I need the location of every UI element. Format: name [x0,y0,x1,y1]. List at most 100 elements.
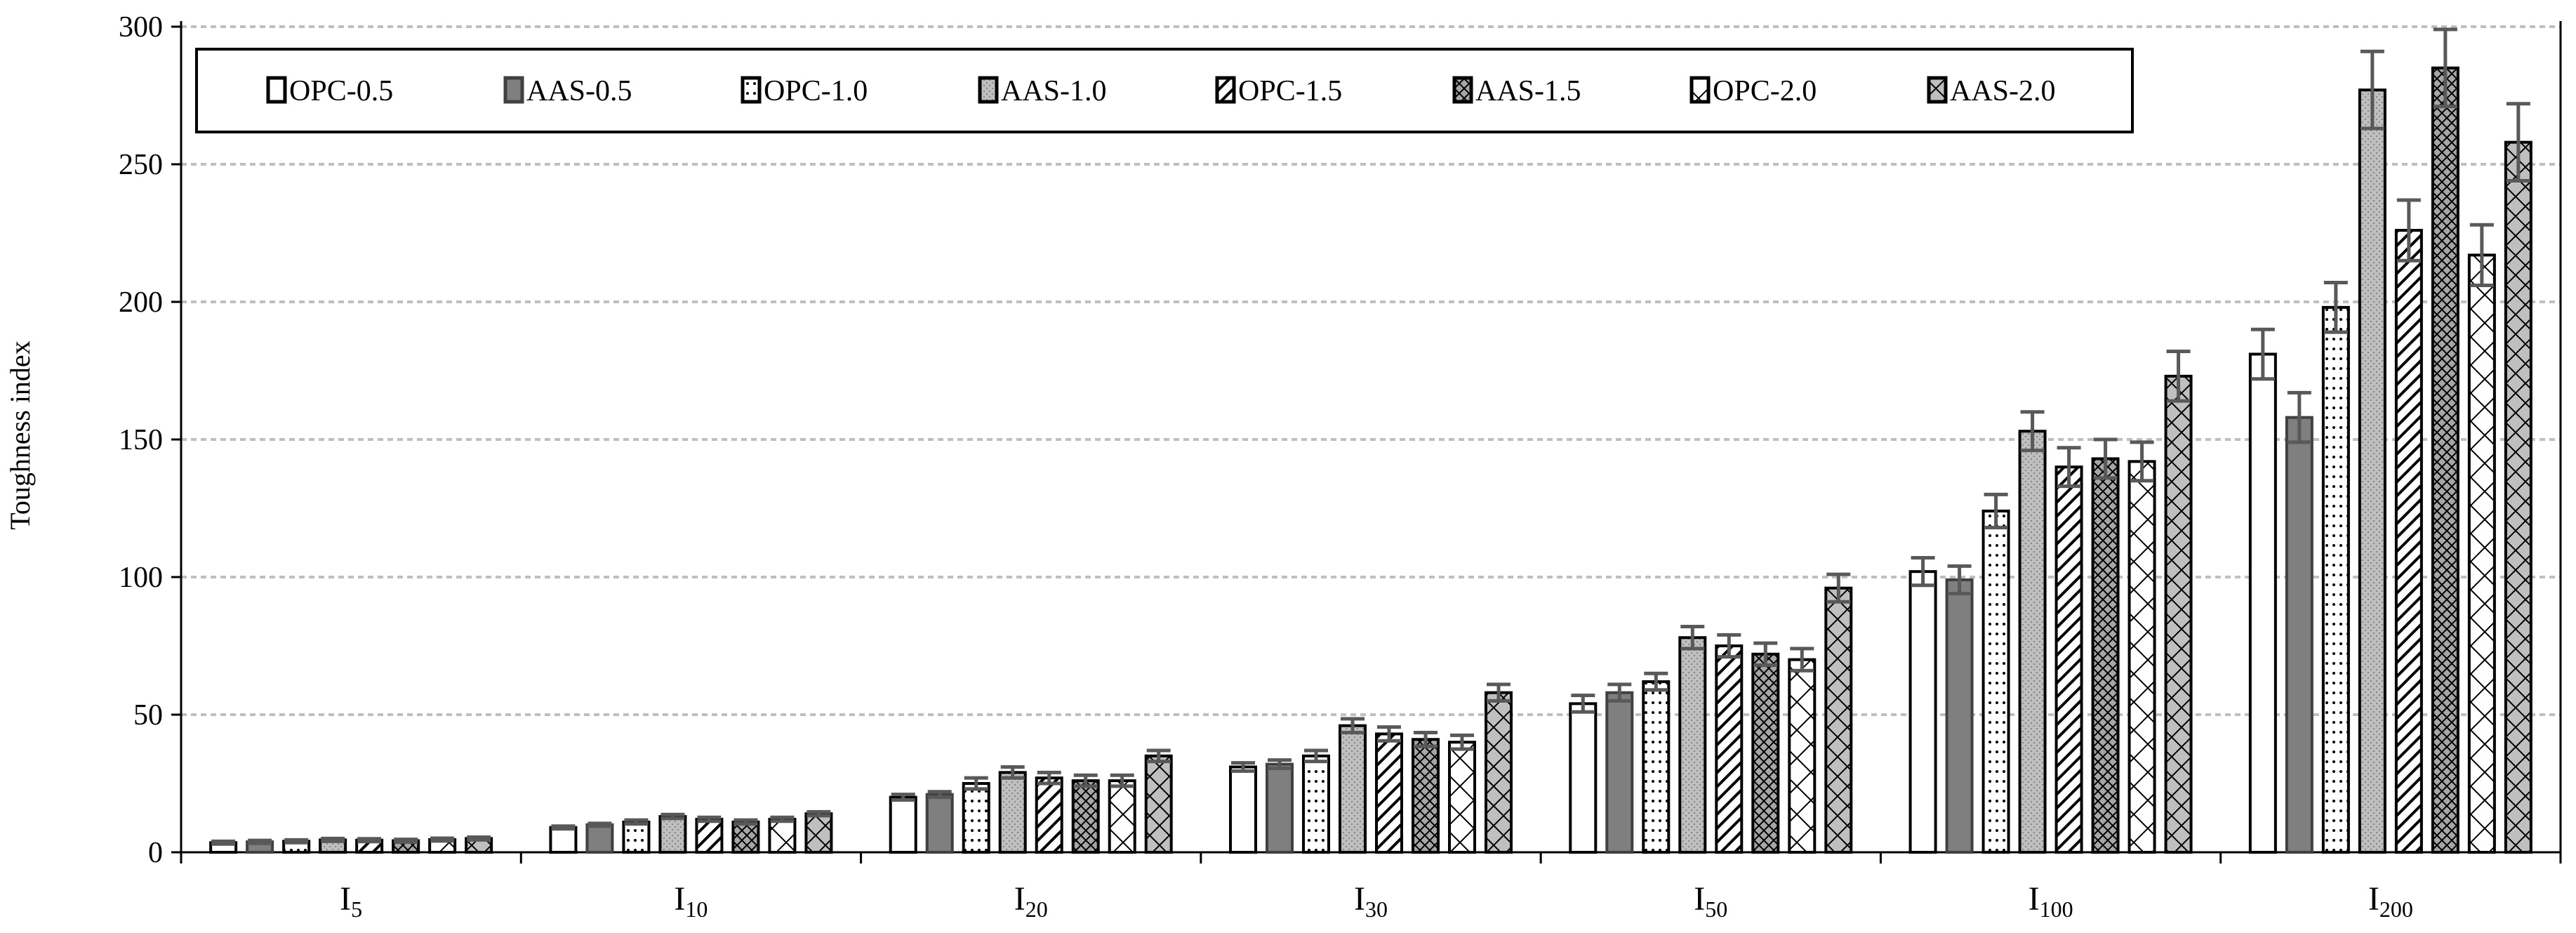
legend-item-opc-0.5: OPC-0.5 [266,75,393,107]
legend-swatch [1215,76,1236,104]
x-tick-label: I5 [340,880,362,922]
error-bar [1414,730,1438,748]
error-bar [2433,27,2457,109]
error-bar [927,790,952,800]
error-bar [1268,758,1292,770]
bar-aas-1.0-i20 [998,771,1027,854]
bar-aas-1.0-i200 [2358,88,2386,854]
legend: OPC-0.5 AAS-0.5 OPC-1.0 AAS-1.0 OPC-1.5 AAS-1… [195,48,2134,133]
legend-swatch [503,76,524,104]
error-bar [1753,641,1778,667]
bar-opc-1.5-i100 [2054,465,2083,854]
bar-aas-2.0-i30 [1485,691,1513,854]
bar-aas-1.5-i100 [2091,457,2120,854]
error-bar [1680,625,1705,651]
error-bar [2057,446,2081,489]
bar-aas-1.0-i30 [1339,724,1367,854]
legend-label: AAS-1.5 [1475,75,1581,107]
error-bar [2469,223,2494,287]
x-tick-label: I50 [1694,880,1727,922]
error-bar [467,835,491,842]
bar-opc-1.5-i200 [2394,229,2423,854]
legend-swatch [978,76,999,104]
error-bar [1073,773,1098,788]
legend-label: OPC-1.5 [1238,75,1342,107]
x-tick-label: I200 [2368,880,2413,922]
x-tick-label: I20 [1014,880,1048,922]
error-bar [1571,694,1595,714]
error-bar [1911,556,1935,588]
legend-label: OPC-0.5 [289,75,393,107]
axes [171,21,2562,863]
legend-label: OPC-1.0 [764,75,868,107]
error-bar [551,824,576,831]
bar-aas-0.5-i20 [925,793,954,854]
legend-label: AAS-2.0 [1950,75,2056,107]
error-bar [1377,725,1401,743]
error-bar [321,836,345,843]
y-tick-labels: 0 50 100 150 200 250 300 [119,11,163,869]
legend-item-aas-1.0: AAS-1.0 [978,75,1107,107]
x-tick-label: I30 [1354,880,1388,922]
bar-aas-0.5-i100 [1945,578,1974,854]
error-bar [2396,198,2421,263]
error-bar [2130,440,2154,483]
y-tick-label: 0 [148,837,163,869]
error-bar [2166,350,2191,403]
legend-box [195,48,2134,133]
error-bar [1984,492,2008,529]
bar-aas-1.5-i10 [731,820,760,854]
legend-label: AAS-1.0 [1001,75,1107,107]
bar-opc-0.5-i50 [1569,702,1598,854]
error-bar [2093,437,2118,480]
bar-opc-0.5-i20 [889,795,917,854]
error-bar [1450,733,1474,751]
y-tick-label: 300 [119,11,163,44]
bar-opc-1.0-i30 [1302,754,1330,854]
error-bar [1304,748,1328,764]
legend-item-aas-2.0: AAS-2.0 [1927,75,2056,107]
error-bar [394,838,418,844]
bar-aas-2.0-i100 [2164,374,2193,854]
bar-opc-2.0-i10 [768,817,797,854]
legend-item-opc-1.0: OPC-1.0 [741,75,868,107]
bar-opc-0.5-i100 [1908,570,1937,854]
y-tick-label: 150 [119,424,163,456]
bar-opc-0.5-i10 [549,826,578,854]
bar-opc-1.0-i10 [622,820,651,854]
legend-item-opc-1.5: OPC-1.5 [1215,75,1342,107]
bar-aas-1.5-i20 [1071,779,1100,854]
error-bar [891,793,915,802]
bar-aas-1.5-i50 [1751,652,1780,854]
legend-item-aas-1.5: AAS-1.5 [1452,75,1581,107]
error-bar [1947,564,1972,596]
error-bar [1790,647,1814,673]
error-bar [1110,773,1134,788]
error-bar [211,839,236,846]
bar-aas-1.0-i50 [1678,636,1707,854]
error-bar [660,812,685,821]
legend-swatch [741,76,762,104]
bars [209,27,2532,854]
y-tick-label: 50 [133,699,163,732]
error-bar [624,818,649,826]
error-bar [770,815,795,823]
error-bar [1607,682,1632,703]
error-bar [2250,327,2275,381]
error-bar [587,821,612,828]
bar-opc-2.0-i20 [1108,779,1136,854]
error-bar [733,818,758,826]
bar-opc-1.5-i10 [695,817,724,854]
bar-opc-1.0-i200 [2321,305,2350,854]
error-bar [1644,671,1668,692]
legend-item-opc-2.0: OPC-2.0 [1689,75,1817,107]
error-bar [1341,717,1365,734]
bar-aas-2.0-i10 [804,812,833,854]
error-bar [284,838,309,845]
bar-opc-0.5-i30 [1229,765,1257,854]
error-bar [1231,761,1255,773]
error-bar [1487,682,1511,703]
bar-aas-0.5-i10 [585,823,614,854]
